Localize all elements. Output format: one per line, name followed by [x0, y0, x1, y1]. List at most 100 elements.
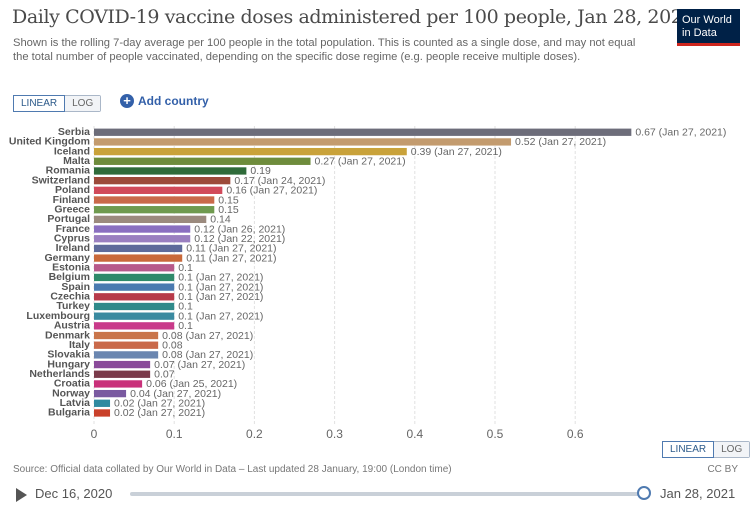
value-label: 0.67 (Jan 27, 2021) — [635, 127, 726, 139]
owid-logo[interactable]: Our World in Data — [677, 9, 740, 46]
value-label: 0.1 — [178, 301, 193, 313]
bar — [94, 341, 159, 349]
category-label: Slovakia — [47, 349, 90, 361]
log-scale-button-bottom[interactable]: LOG — [714, 442, 750, 457]
bar — [94, 331, 159, 340]
timeline: Dec 16, 2020 Jan 28, 2021 — [0, 483, 750, 505]
bar — [94, 157, 311, 165]
bar — [94, 196, 215, 204]
value-label: 0.11 (Jan 27, 2021) — [186, 252, 276, 264]
chart-subtitle: Shown is the rolling 7-day average per 1… — [13, 37, 636, 63]
bar-chart: 0 0.1 0.2 0.3 0.4 0.5 0.6 Serbia 0.67 (Jan 27, 2… — [9, 126, 726, 441]
category-label: Malta — [63, 155, 90, 167]
value-label: 0.08 (Jan 27, 2021) — [162, 330, 253, 342]
add-country-button[interactable]: + Add country — [120, 94, 209, 108]
logo-line-2: in Data — [682, 27, 717, 39]
value-label: 0.27 (Jan 27, 2021) — [315, 156, 406, 168]
category-label: Denmark — [45, 329, 90, 341]
value-label: 0.14 — [210, 214, 231, 226]
category-label: Luxembourg — [26, 310, 90, 322]
x-tick-label: 0.2 — [246, 427, 263, 441]
value-label: 0.16 (Jan 27, 2021) — [226, 185, 317, 197]
timeline-end-label: Jan 28, 2021 — [660, 486, 736, 501]
value-label: 0.15 — [218, 194, 239, 206]
linear-scale-button[interactable]: LINEAR — [13, 95, 66, 112]
value-label: 0.12 (Jan 22, 2021) — [194, 233, 285, 245]
bar — [94, 225, 191, 233]
bar — [94, 177, 231, 185]
category-label: Ireland — [56, 242, 90, 254]
x-tick-label: 0 — [91, 427, 98, 441]
x-tick-label: 0.4 — [406, 427, 423, 441]
source-note: Source: Official data collated by Our Wo… — [13, 464, 452, 475]
bar — [94, 293, 175, 301]
linear-scale-button-bottom[interactable]: LINEAR — [662, 441, 715, 458]
value-label: 0.52 (Jan 27, 2021) — [515, 136, 606, 148]
bar — [94, 138, 512, 146]
scale-toggle-top[interactable]: LINEAR LOG — [13, 95, 102, 112]
category-label: France — [56, 223, 91, 235]
value-label: 0.04 (Jan 27, 2021) — [130, 388, 221, 400]
category-label: United Kingdom — [9, 136, 90, 148]
category-label: Hungary — [47, 358, 90, 370]
value-label: 0.07 (Jan 27, 2021) — [154, 359, 245, 371]
value-label: 0.1 (Jan 27, 2021) — [178, 291, 263, 303]
bar — [94, 312, 175, 320]
timeline-handle[interactable] — [637, 486, 651, 500]
bar — [94, 302, 175, 311]
category-label: Finland — [53, 194, 90, 206]
value-label: 0.06 (Jan 25, 2021) — [146, 378, 237, 390]
category-label: Spain — [61, 281, 90, 293]
value-label: 0.12 (Jan 26, 2021) — [194, 223, 285, 235]
bar — [94, 370, 151, 378]
bar — [94, 351, 159, 359]
x-tick-label: 0.3 — [326, 427, 343, 441]
bar — [94, 206, 215, 214]
category-label: Latvia — [60, 397, 91, 409]
category-label: Poland — [55, 184, 90, 196]
bar — [94, 409, 111, 417]
bar — [94, 360, 151, 369]
x-tick-label: 0.5 — [487, 427, 504, 441]
bar — [94, 264, 175, 272]
value-label: 0.17 (Jan 24, 2021) — [234, 175, 325, 187]
play-icon[interactable] — [16, 488, 27, 502]
plus-circle-icon: + — [120, 94, 134, 108]
timeline-start-label: Dec 16, 2020 — [35, 486, 113, 501]
value-label: 0.1 (Jan 27, 2021) — [178, 281, 263, 293]
category-label: Cyprus — [54, 232, 90, 244]
chart-title: Daily COVID-19 vaccine doses administere… — [12, 6, 695, 28]
category-label: Norway — [52, 387, 90, 399]
category-label: Bulgaria — [48, 407, 90, 419]
timeline-track[interactable] — [130, 492, 645, 496]
scale-toggle-bottom[interactable]: LINEAR LOG — [662, 441, 750, 458]
bar — [94, 322, 175, 330]
bar — [94, 380, 143, 388]
bar — [94, 128, 632, 136]
category-label: Austria — [54, 320, 90, 332]
category-label: Croatia — [54, 378, 90, 390]
value-label: 0.02 (Jan 27, 2021) — [114, 407, 205, 419]
license-link[interactable]: CC BY — [707, 464, 738, 475]
value-label: 0.07 — [154, 369, 175, 381]
value-label: 0.08 (Jan 27, 2021) — [162, 349, 253, 361]
category-label: Czechia — [50, 291, 90, 303]
value-label: 0.1 (Jan 27, 2021) — [178, 272, 263, 284]
category-label: Turkey — [56, 300, 90, 312]
value-label: 0.1 — [178, 262, 193, 274]
logo-line-1: Our World — [682, 14, 732, 26]
value-label: 0.1 — [178, 320, 193, 332]
bar — [94, 147, 407, 156]
x-tick-label: 0.1 — [166, 427, 183, 441]
category-label: Iceland — [54, 145, 90, 157]
category-label: Serbia — [58, 126, 90, 138]
category-label: Italy — [69, 339, 90, 351]
bar — [94, 399, 111, 407]
bar — [94, 389, 127, 398]
value-label: 0.02 (Jan 27, 2021) — [114, 398, 205, 410]
bar — [94, 254, 183, 262]
log-scale-button[interactable]: LOG — [65, 96, 101, 111]
category-label: Belgium — [49, 271, 90, 283]
category-label: Romania — [46, 165, 91, 177]
value-label: 0.15 — [218, 204, 239, 216]
